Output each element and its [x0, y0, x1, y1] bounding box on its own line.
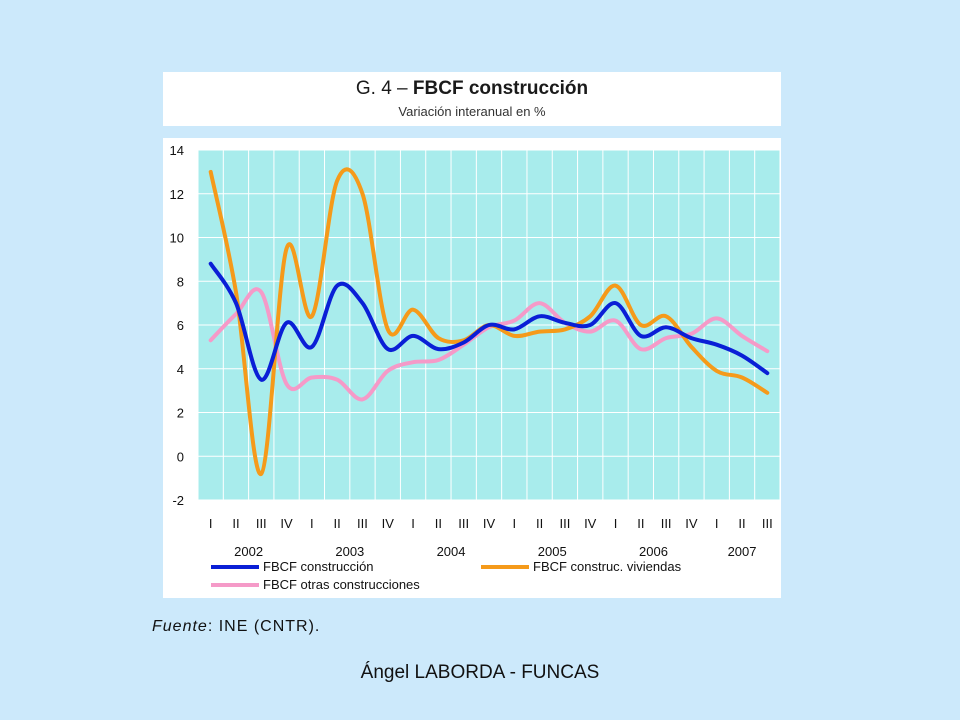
year-label: 2003 — [335, 544, 364, 559]
year-label: 2004 — [437, 544, 466, 559]
year-label: 2005 — [538, 544, 567, 559]
x-tick-label: III — [661, 516, 672, 531]
x-tick-label: III — [458, 516, 469, 531]
x-tick-label: III — [762, 516, 773, 531]
y-tick-label: 14 — [170, 143, 184, 158]
year-label: 2006 — [639, 544, 668, 559]
legend-otras-label: FBCF otras construcciones — [263, 577, 420, 592]
year-label: 2002 — [234, 544, 263, 559]
y-tick-label: 12 — [170, 187, 184, 202]
chart-title-bold: FBCF construcción — [412, 78, 589, 99]
series-line-viviendas — [208, 167, 770, 476]
x-tick-label: IV — [280, 516, 293, 531]
y-tick-label: -2 — [172, 493, 184, 508]
source-text: : INE (CNTR). — [207, 618, 321, 635]
chart-header: G. 4 – FBCF construcción Variación inter… — [163, 72, 781, 126]
x-tick-label: II — [738, 516, 745, 531]
chart-panel: -2 0 2 4 6 8 10 12 14 I II III IV I II III IV I II III IV I II… — [163, 138, 781, 598]
year-label: 2007 — [728, 544, 757, 559]
x-tick-label: I — [310, 516, 314, 531]
x-tick-label: II — [637, 516, 644, 531]
series-line-otras — [208, 287, 770, 402]
legend-viviendas-label: FBCF construc. viviendas — [533, 559, 682, 574]
x-tick-label: IV — [685, 516, 698, 531]
x-tick-label: II — [334, 516, 341, 531]
x-tick-label: I — [715, 516, 719, 531]
source-note: Fuente: INE (CNTR). — [152, 618, 320, 636]
x-tick-label: IV — [483, 516, 496, 531]
source-label: Fuente — [152, 618, 208, 635]
y-tick-label: 0 — [177, 449, 184, 464]
y-tick-label: 10 — [170, 231, 184, 246]
x-tick-label: III — [357, 516, 368, 531]
x-tick-label: IV — [584, 516, 597, 531]
x-tick-label: II — [536, 516, 543, 531]
x-tick-label: I — [512, 516, 516, 531]
y-tick-label: 4 — [177, 362, 184, 377]
x-tick-label: I — [209, 516, 213, 531]
x-tick-label: III — [559, 516, 570, 531]
y-tick-label: 8 — [177, 274, 184, 289]
chart-title-prefix: G. 4 – — [355, 78, 413, 99]
x-tick-label: II — [232, 516, 239, 531]
x-tick-label: I — [411, 516, 415, 531]
y-tick-label: 6 — [177, 318, 184, 333]
chart-title: G. 4 – FBCF construcción — [163, 78, 781, 100]
x-tick-label: III — [256, 516, 267, 531]
chart-subtitle: Variación interanual en % — [398, 104, 546, 119]
x-tick-label: I — [614, 516, 618, 531]
x-tick-label: IV — [382, 516, 395, 531]
footer-author: Ángel LABORDA - FUNCAS — [360, 662, 600, 683]
x-tick-label: II — [435, 516, 442, 531]
legend-construccion-label: FBCF construcción — [263, 559, 374, 574]
y-tick-label: 2 — [177, 406, 184, 421]
series-line-construccion — [208, 261, 770, 382]
